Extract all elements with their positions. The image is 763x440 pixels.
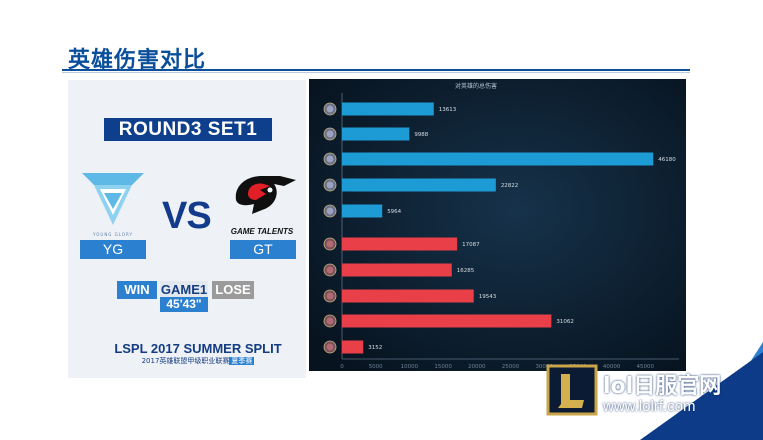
game-badge: GAME1	[160, 281, 208, 299]
site-url: www.lolrf.com	[603, 398, 696, 415]
x-tick-label: 0	[340, 364, 344, 370]
gt-logo-caption: GAME TALENTS	[230, 227, 294, 236]
event-subtitle: 2017英雄联盟甲级职业联赛 夏季赛	[112, 356, 284, 366]
damage-value-label: 5964	[387, 209, 401, 215]
damage-value-label: 9988	[414, 132, 428, 138]
champion-portrait-inner-icon	[326, 343, 334, 351]
damage-bar	[342, 127, 410, 141]
damage-bar	[342, 289, 474, 303]
champion-portrait-inner-icon	[326, 317, 334, 325]
lose-badge: LOSE	[212, 281, 254, 299]
champion-portrait-inner-icon	[326, 181, 334, 189]
damage-bar	[342, 204, 383, 218]
x-tick-label: 25000	[502, 364, 520, 370]
damage-bar	[342, 102, 434, 116]
round-badge: ROUND3 SET1	[104, 118, 272, 141]
corner-decoration-dark	[640, 340, 763, 440]
champion-portrait-inner-icon	[326, 155, 334, 163]
lol-logo-icon	[546, 364, 598, 416]
damage-value-label: 17087	[462, 242, 480, 248]
team-label-yg: YG	[80, 240, 146, 259]
yg-team-logo	[82, 173, 144, 225]
win-badge: WIN	[117, 281, 157, 299]
chart-title: 对英雄的总伤害	[455, 82, 497, 90]
damage-value-label: 22822	[501, 183, 519, 189]
damage-chart-svg: 对英雄的总伤害 13613 9988 46180 22822 5964 17087 1628…	[309, 79, 686, 371]
x-tick-label: 15000	[434, 364, 452, 370]
event-subtitle-text: 2017英雄联盟甲级职业联赛	[141, 357, 230, 365]
team-label-gt: GT	[230, 240, 296, 259]
champion-portrait-inner-icon	[326, 240, 334, 248]
gt-team-logo	[235, 176, 296, 214]
page-title: 英雄伤害对比	[68, 48, 207, 73]
game-duration: 45'43"	[160, 297, 208, 312]
site-name: lol日服官网	[603, 374, 722, 399]
damage-chart: 对英雄的总伤害 13613 9988 46180 22822 5964 17087 1628…	[309, 79, 686, 371]
vs-label: VS	[162, 195, 212, 237]
x-tick-label: 5000	[369, 364, 383, 370]
x-tick-label: 40000	[603, 364, 621, 370]
x-tick-label: 30000	[535, 364, 553, 370]
damage-value-label: 3152	[368, 345, 382, 351]
damage-value-label: 31062	[556, 319, 574, 325]
event-title: LSPL 2017 SUMMER SPLIT	[114, 341, 282, 356]
damage-bar	[342, 314, 552, 328]
damage-bar	[342, 263, 452, 277]
damage-bar	[342, 178, 496, 192]
champion-portrait-inner-icon	[326, 266, 334, 274]
champion-portrait-inner-icon	[326, 207, 334, 215]
champion-portrait-inner-icon	[326, 130, 334, 138]
damage-value-label: 13613	[439, 107, 457, 113]
damage-bar	[342, 152, 654, 166]
champion-portrait-inner-icon	[326, 105, 334, 113]
x-tick-label: 20000	[468, 364, 486, 370]
event-subtitle-tag: 夏季赛	[229, 357, 255, 365]
damage-value-label: 46180	[658, 157, 676, 163]
damage-bar	[342, 237, 458, 251]
title-divider	[62, 69, 690, 71]
damage-value-label: 19543	[479, 294, 497, 300]
yg-logo-caption: YOUNG GLORY	[93, 232, 133, 237]
champion-portrait-inner-icon	[326, 292, 334, 300]
x-tick-label: 10000	[401, 364, 419, 370]
damage-value-label: 16285	[457, 268, 475, 274]
damage-bar	[342, 340, 364, 354]
title-divider-thin	[62, 72, 690, 73]
